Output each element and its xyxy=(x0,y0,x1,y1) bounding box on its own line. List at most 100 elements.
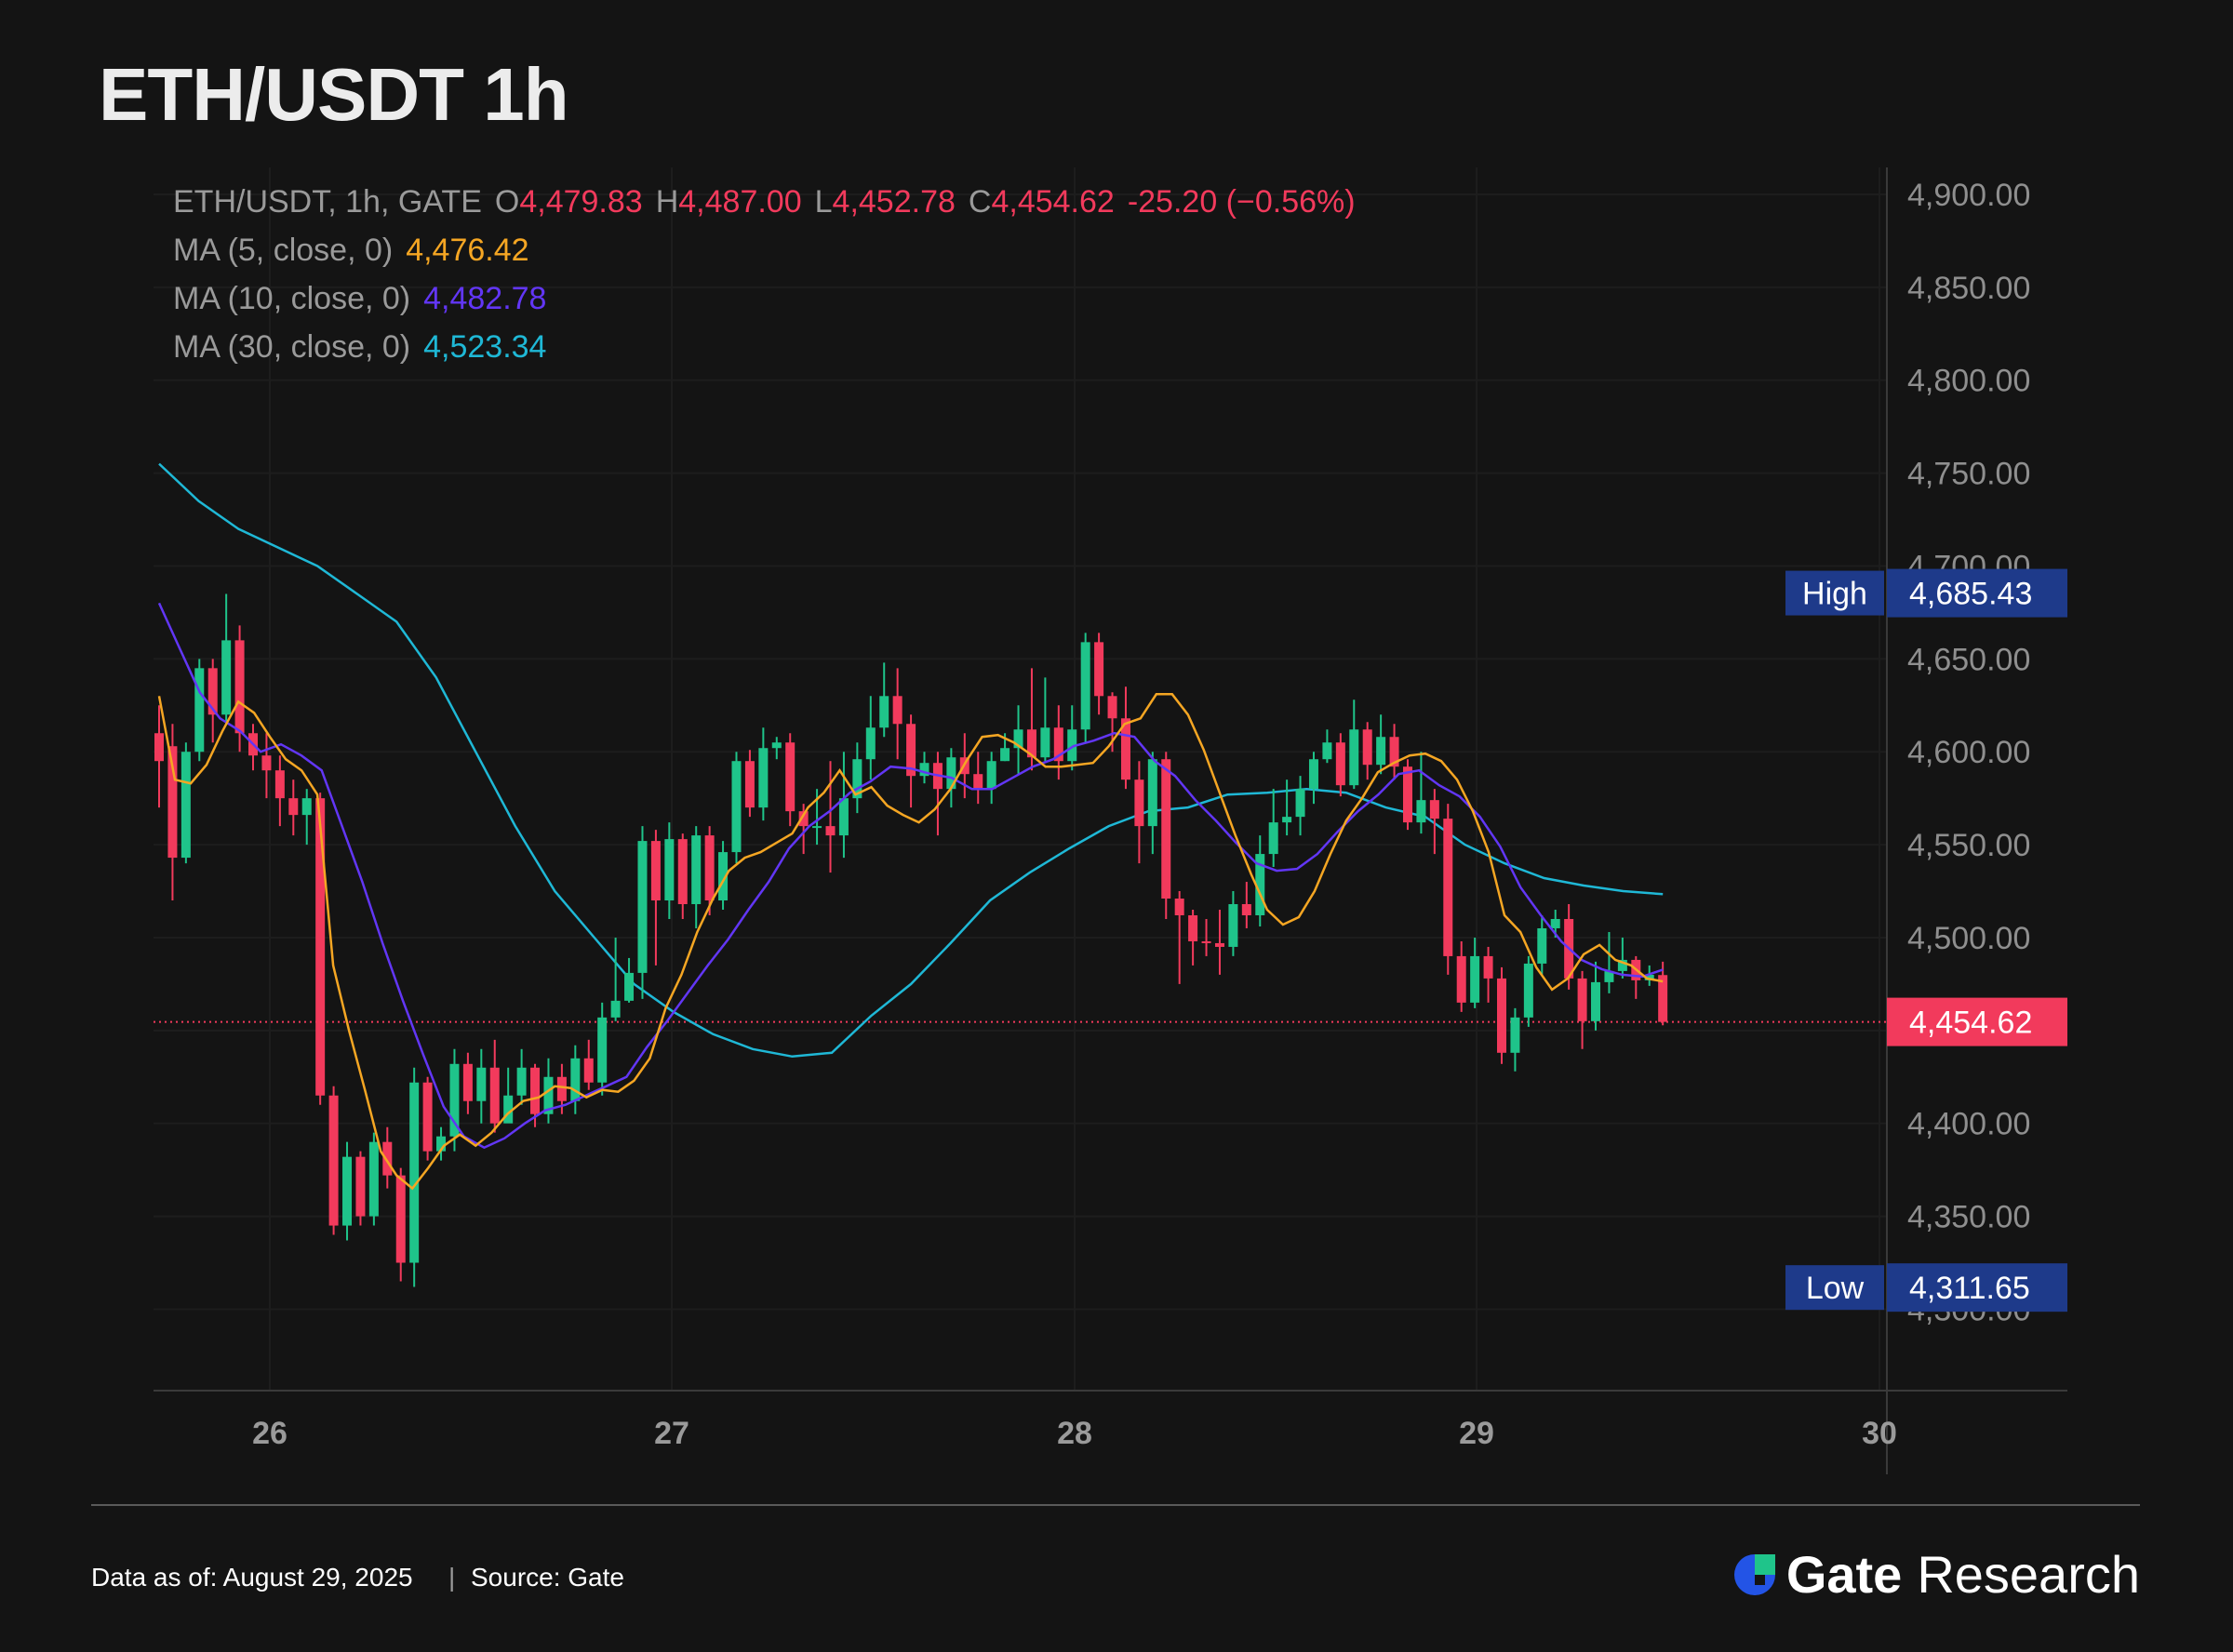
candle-body xyxy=(1429,800,1439,819)
candlestick-chart[interactable]: 4,900.004,850.004,800.004,750.004,700.00… xyxy=(0,0,2233,1507)
candle-body xyxy=(462,1063,473,1101)
ohlc-legend: ETH/USDT, 1h, GATE O4,479.83 H4,487.00 L4,4… xyxy=(173,184,1369,220)
last-price-badge-value-bg xyxy=(1887,997,2067,1046)
candle-body xyxy=(1443,819,1453,956)
candle-body xyxy=(409,1082,420,1263)
y-tick-label: 4,350.00 xyxy=(1907,1200,2030,1235)
legend-symbol: ETH/USDT, 1h, GATE xyxy=(173,184,482,220)
low-badge-label-bg xyxy=(1785,1265,1884,1311)
candle-body xyxy=(1120,718,1130,780)
candle-body xyxy=(1241,904,1251,915)
x-tick-label: 30 xyxy=(1862,1416,1897,1451)
candle-body xyxy=(1349,729,1359,786)
candle-body xyxy=(1000,748,1010,762)
candle-body xyxy=(1134,779,1144,827)
footer-divider xyxy=(91,1504,2140,1506)
candle-body xyxy=(382,1141,393,1176)
candle-body xyxy=(919,763,929,777)
candle-body xyxy=(342,1156,353,1226)
candle-body xyxy=(1174,899,1184,915)
candle-body xyxy=(1228,904,1238,947)
candle-body xyxy=(1497,978,1506,1053)
candle-body xyxy=(1389,737,1399,767)
candle-body xyxy=(973,774,983,790)
low-badge-label: Low xyxy=(1806,1271,1865,1306)
candle-body xyxy=(758,748,769,808)
candle-body xyxy=(838,798,849,836)
candle-body xyxy=(1201,940,1211,943)
ma5-path xyxy=(157,693,1664,1191)
ma10-legend-label: MA (10, close, 0) xyxy=(173,281,411,316)
footer-source: Source: Gate xyxy=(471,1563,624,1592)
candle-body xyxy=(1658,975,1668,1022)
y-tick-label: 4,600.00 xyxy=(1907,735,2030,770)
candle-body xyxy=(1644,974,1654,980)
candle-body xyxy=(274,770,285,799)
y-tick-label: 4,800.00 xyxy=(1907,364,2030,399)
candle-body xyxy=(395,1175,406,1263)
candle-body xyxy=(825,826,836,836)
candle-body xyxy=(704,835,715,901)
y-tick-label: 4,750.00 xyxy=(1907,457,2030,492)
candle-body xyxy=(731,761,742,853)
candle-body xyxy=(906,724,916,777)
legend-change: -25.20 (−0.56%) xyxy=(1127,184,1356,220)
footer-date: Data as of: August 29, 2025 xyxy=(91,1563,413,1592)
legend-o-label: O xyxy=(494,184,520,220)
ma30-legend-value: 4,523.34 xyxy=(423,329,547,365)
candle-body xyxy=(771,742,782,749)
legend-l-value: 4,452.78 xyxy=(832,184,956,220)
candle-body xyxy=(570,1058,581,1101)
y-tick-label: 4,900.00 xyxy=(1907,178,2030,213)
candle-body xyxy=(422,1082,433,1152)
candle-body xyxy=(154,733,164,762)
candle-body xyxy=(1456,955,1466,1003)
low-badge-value: 4,311.65 xyxy=(1909,1271,2030,1306)
candle-body xyxy=(1335,742,1345,786)
candle-body xyxy=(812,826,822,829)
high-badge-value: 4,685.43 xyxy=(1909,577,2032,612)
price-badges: High 4,685.43 Low 4,311.65 4,454.62 xyxy=(1785,568,2067,1312)
candle-body xyxy=(516,1067,527,1096)
legend-h-label: H xyxy=(655,184,679,220)
gate-logo-icon xyxy=(1733,1553,1775,1595)
candle-body xyxy=(583,1058,594,1083)
ma10-path xyxy=(157,602,1664,1150)
candle-body xyxy=(1094,642,1104,697)
candle-body xyxy=(315,798,326,1096)
candle-body xyxy=(718,852,729,901)
candle-body xyxy=(664,839,675,901)
candle-body xyxy=(355,1156,366,1217)
high-badge-value-bg xyxy=(1887,568,2067,618)
candle-body xyxy=(1591,981,1601,1021)
candle-body xyxy=(489,1067,500,1124)
candle-body xyxy=(1053,727,1063,762)
brand-research: Research xyxy=(1917,1545,2140,1604)
candle-body xyxy=(1214,942,1224,947)
candle-body xyxy=(1362,729,1372,766)
candle-body xyxy=(1040,727,1050,758)
x-tick-label: 29 xyxy=(1459,1416,1494,1451)
ma10-line xyxy=(157,602,1664,1150)
candle-body xyxy=(1282,817,1292,823)
candle-body xyxy=(301,798,312,816)
candle-body xyxy=(1617,959,1627,971)
candle-body xyxy=(785,742,796,812)
candle-body xyxy=(744,761,755,808)
candle-body xyxy=(1376,737,1386,766)
candle-body xyxy=(1255,854,1265,915)
ma5-legend-label: MA (5, close, 0) xyxy=(173,233,394,268)
candle-body xyxy=(1510,1017,1520,1053)
candle-body xyxy=(637,841,648,973)
y-tick-label: 4,400.00 xyxy=(1907,1107,2030,1142)
legend-h-value: 4,487.00 xyxy=(678,184,802,220)
candle-body xyxy=(610,1000,621,1018)
grid-lines xyxy=(154,167,2067,1474)
candle-body xyxy=(879,696,889,728)
candles xyxy=(154,593,1668,1287)
y-tick-label: 4,550.00 xyxy=(1907,828,2030,863)
candle-body xyxy=(865,727,876,760)
y-tick-label: 4,650.00 xyxy=(1907,642,2030,677)
candle-body xyxy=(650,841,661,901)
candle-body xyxy=(986,761,996,790)
